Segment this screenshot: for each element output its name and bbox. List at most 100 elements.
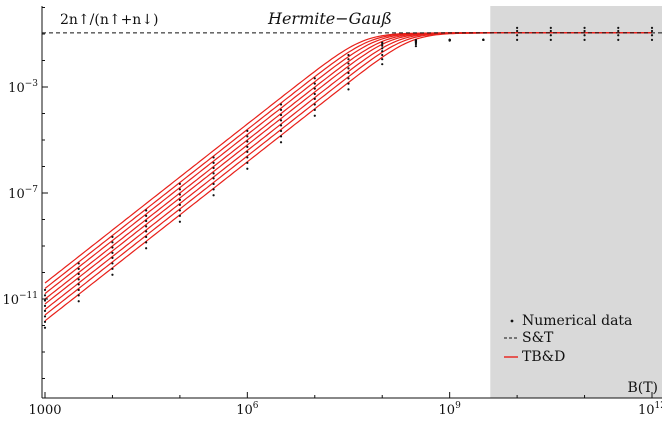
numerical-point-17 [111,273,114,276]
numerical-point-38 [178,193,181,196]
numerical-point-130 [650,34,654,37]
numerical-point-67 [313,103,316,106]
numerical-point-21 [111,251,114,254]
x-tick-label: 1000 [28,403,61,418]
numerical-point-131 [650,29,654,33]
numerical-point-57 [279,141,283,144]
x-axis-label: B(T) [627,380,658,396]
numerical-point-10 [77,294,80,297]
numerical-point-116 [516,26,519,29]
numerical-point-128 [617,26,620,29]
numerical-point-112 [482,38,485,41]
numerical-point-64 [279,103,283,106]
numerical-point-6 [43,299,47,302]
numerical-point-1 [43,326,47,329]
axes-layer [41,6,662,399]
numerical-point-85 [381,47,384,50]
numerical-point-96 [414,38,418,42]
numerical-point-16 [77,262,80,265]
numerical-point-40 [178,182,181,186]
numerical-points-layer [43,26,654,329]
numerical-point-50 [246,161,249,164]
legend-label: TB&D [522,349,565,365]
shaded-region [490,6,662,398]
numerical-point-48 [212,156,215,159]
numerical-point-51 [246,156,249,159]
numerical-point-71 [313,82,316,85]
numerical-point-13 [77,278,80,281]
numerical-point-58 [279,135,283,138]
numerical-point-127 [617,29,620,33]
numerical-point-82 [381,58,384,61]
numerical-point-34 [178,214,181,217]
numerical-point-12 [77,283,80,286]
numerical-point-66 [313,108,316,111]
numerical-point-7 [43,294,47,297]
numerical-point-25 [145,247,148,250]
chart-title: Hermite−Gauß [267,9,392,28]
numerical-point-81 [381,63,384,66]
numerical-point-76 [347,71,350,75]
numerical-point-80 [347,53,350,57]
numerical-point-78 [347,62,350,65]
numerical-point-126 [617,34,620,37]
numerical-point-32 [145,209,148,212]
numerical-point-35 [178,209,181,212]
numerical-point-79 [347,58,350,61]
numerical-point-3 [43,315,47,318]
numerical-point-88 [381,41,384,44]
numerical-point-55 [246,135,249,138]
legend-marker-numerical [510,319,514,323]
numerical-point-104 [448,38,451,41]
numerical-point-114 [516,34,519,37]
tbd-curve-8 [44,32,652,284]
numerical-point-49 [246,167,249,170]
legend-label: Numerical data [522,313,632,329]
numerical-point-59 [279,129,283,133]
numerical-point-52 [246,150,249,153]
y-axis-label: 2n↑/(n↑+n↓) [60,12,159,28]
numerical-point-54 [246,140,249,143]
numerical-point-23 [111,241,114,244]
numerical-point-68 [313,97,316,101]
numerical-point-2 [43,320,47,323]
numerical-point-119 [549,29,552,33]
numerical-point-77 [347,67,350,70]
numerical-point-74 [347,82,350,85]
numerical-point-65 [313,114,316,117]
numerical-point-29 [145,225,148,228]
numerical-point-124 [583,26,586,29]
numerical-point-11 [77,288,80,292]
numerical-point-125 [617,38,620,41]
numerical-point-45 [212,172,215,175]
numerical-point-43 [212,182,215,186]
numerical-point-8 [43,288,47,292]
numerical-point-70 [313,87,316,90]
y-tick-exponent: −11 [19,291,38,301]
x-tick-exponent: 12 [655,401,662,411]
numerical-point-22 [111,246,114,249]
numerical-point-60 [279,124,283,127]
numerical-point-46 [212,166,215,170]
numerical-point-63 [279,108,283,111]
numerical-point-61 [279,119,283,122]
numerical-point-4 [43,309,47,312]
numerical-point-117 [549,38,552,41]
numerical-point-75 [347,77,350,80]
y-tick-exponent: −7 [25,185,39,195]
numerical-point-20 [111,256,114,259]
numerical-point-18 [111,267,114,270]
numerical-point-14 [77,272,80,276]
numerical-point-27 [145,235,148,239]
numerical-point-115 [516,29,519,33]
numerical-point-41 [212,194,215,197]
numerical-point-72 [313,77,316,80]
numerical-point-31 [145,214,148,217]
numerical-point-86 [381,44,384,47]
y-tick-exponent: −3 [25,79,39,89]
x-tick-exponent: 9 [455,401,461,411]
numerical-point-118 [549,34,552,37]
numerical-point-44 [212,177,215,180]
